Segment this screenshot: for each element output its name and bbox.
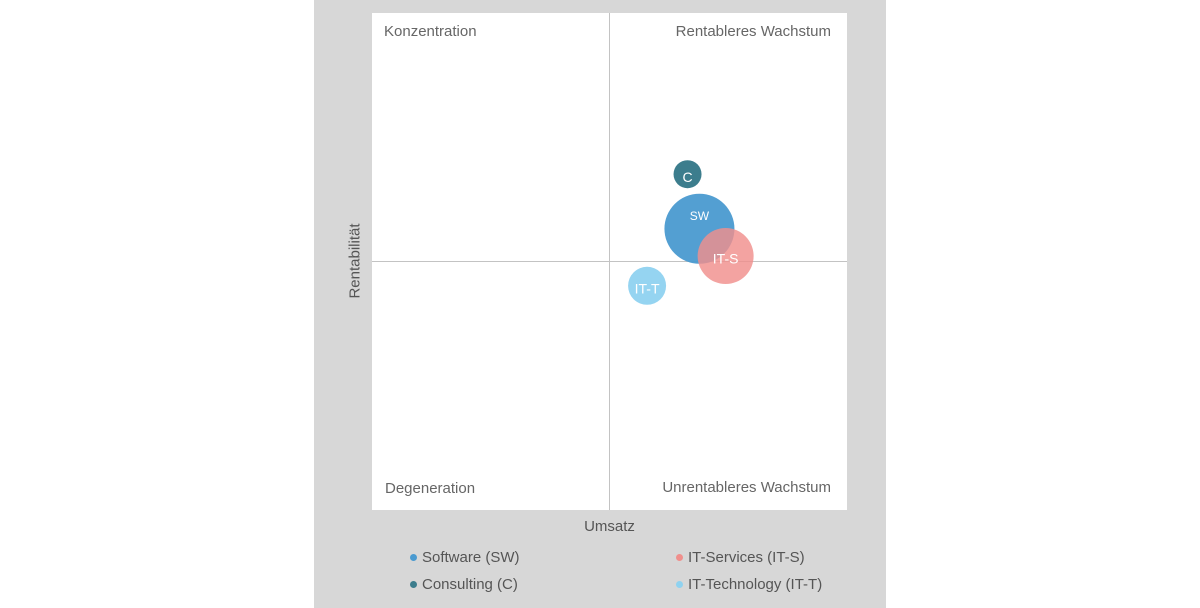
plot-area: Konzentration Rentableres Wachstum Degen… [372, 13, 847, 510]
bubble-layer: C IT-T SW IT-S [628, 160, 754, 305]
legend-label: IT-Technology (IT-T) [688, 576, 823, 593]
bubble-label-it-t: IT-T [635, 281, 660, 297]
legend-item-consulting: Consulting (C) [410, 576, 518, 593]
bubble-it-s [697, 228, 754, 285]
bubble-label-it-s: IT-S [713, 251, 739, 267]
legend-item-it-services: IT-Services (IT-S) [676, 549, 805, 566]
x-axis-label: Umsatz [584, 518, 635, 535]
y-axis-label: Rentabilität [346, 223, 364, 299]
legend-marker [676, 554, 683, 561]
bubble-label-c: C [682, 169, 692, 185]
legend-marker [410, 581, 417, 588]
quadrant-label-bottom-right: Unrentableres Wachstum [662, 479, 831, 496]
legend-marker [676, 581, 683, 588]
quadrant-label-top-left: Konzentration [384, 23, 477, 40]
bubble-c [673, 160, 702, 189]
legend-item-it-technology: IT-Technology (IT-T) [676, 576, 822, 593]
legend-label: Software (SW) [422, 549, 520, 566]
legend-label: IT-Services (IT-S) [688, 549, 805, 566]
bubble-label-sw: SW [690, 209, 710, 223]
legend-marker [410, 554, 417, 561]
horizontal-divider [372, 261, 847, 262]
legend-label: Consulting (C) [422, 576, 518, 593]
bubble-it-t [628, 266, 667, 305]
legend-item-software: Software (SW) [410, 549, 520, 566]
quadrant-label-top-right: Rentableres Wachstum [675, 23, 831, 40]
quadrant-label-bottom-left: Degeneration [385, 480, 476, 497]
